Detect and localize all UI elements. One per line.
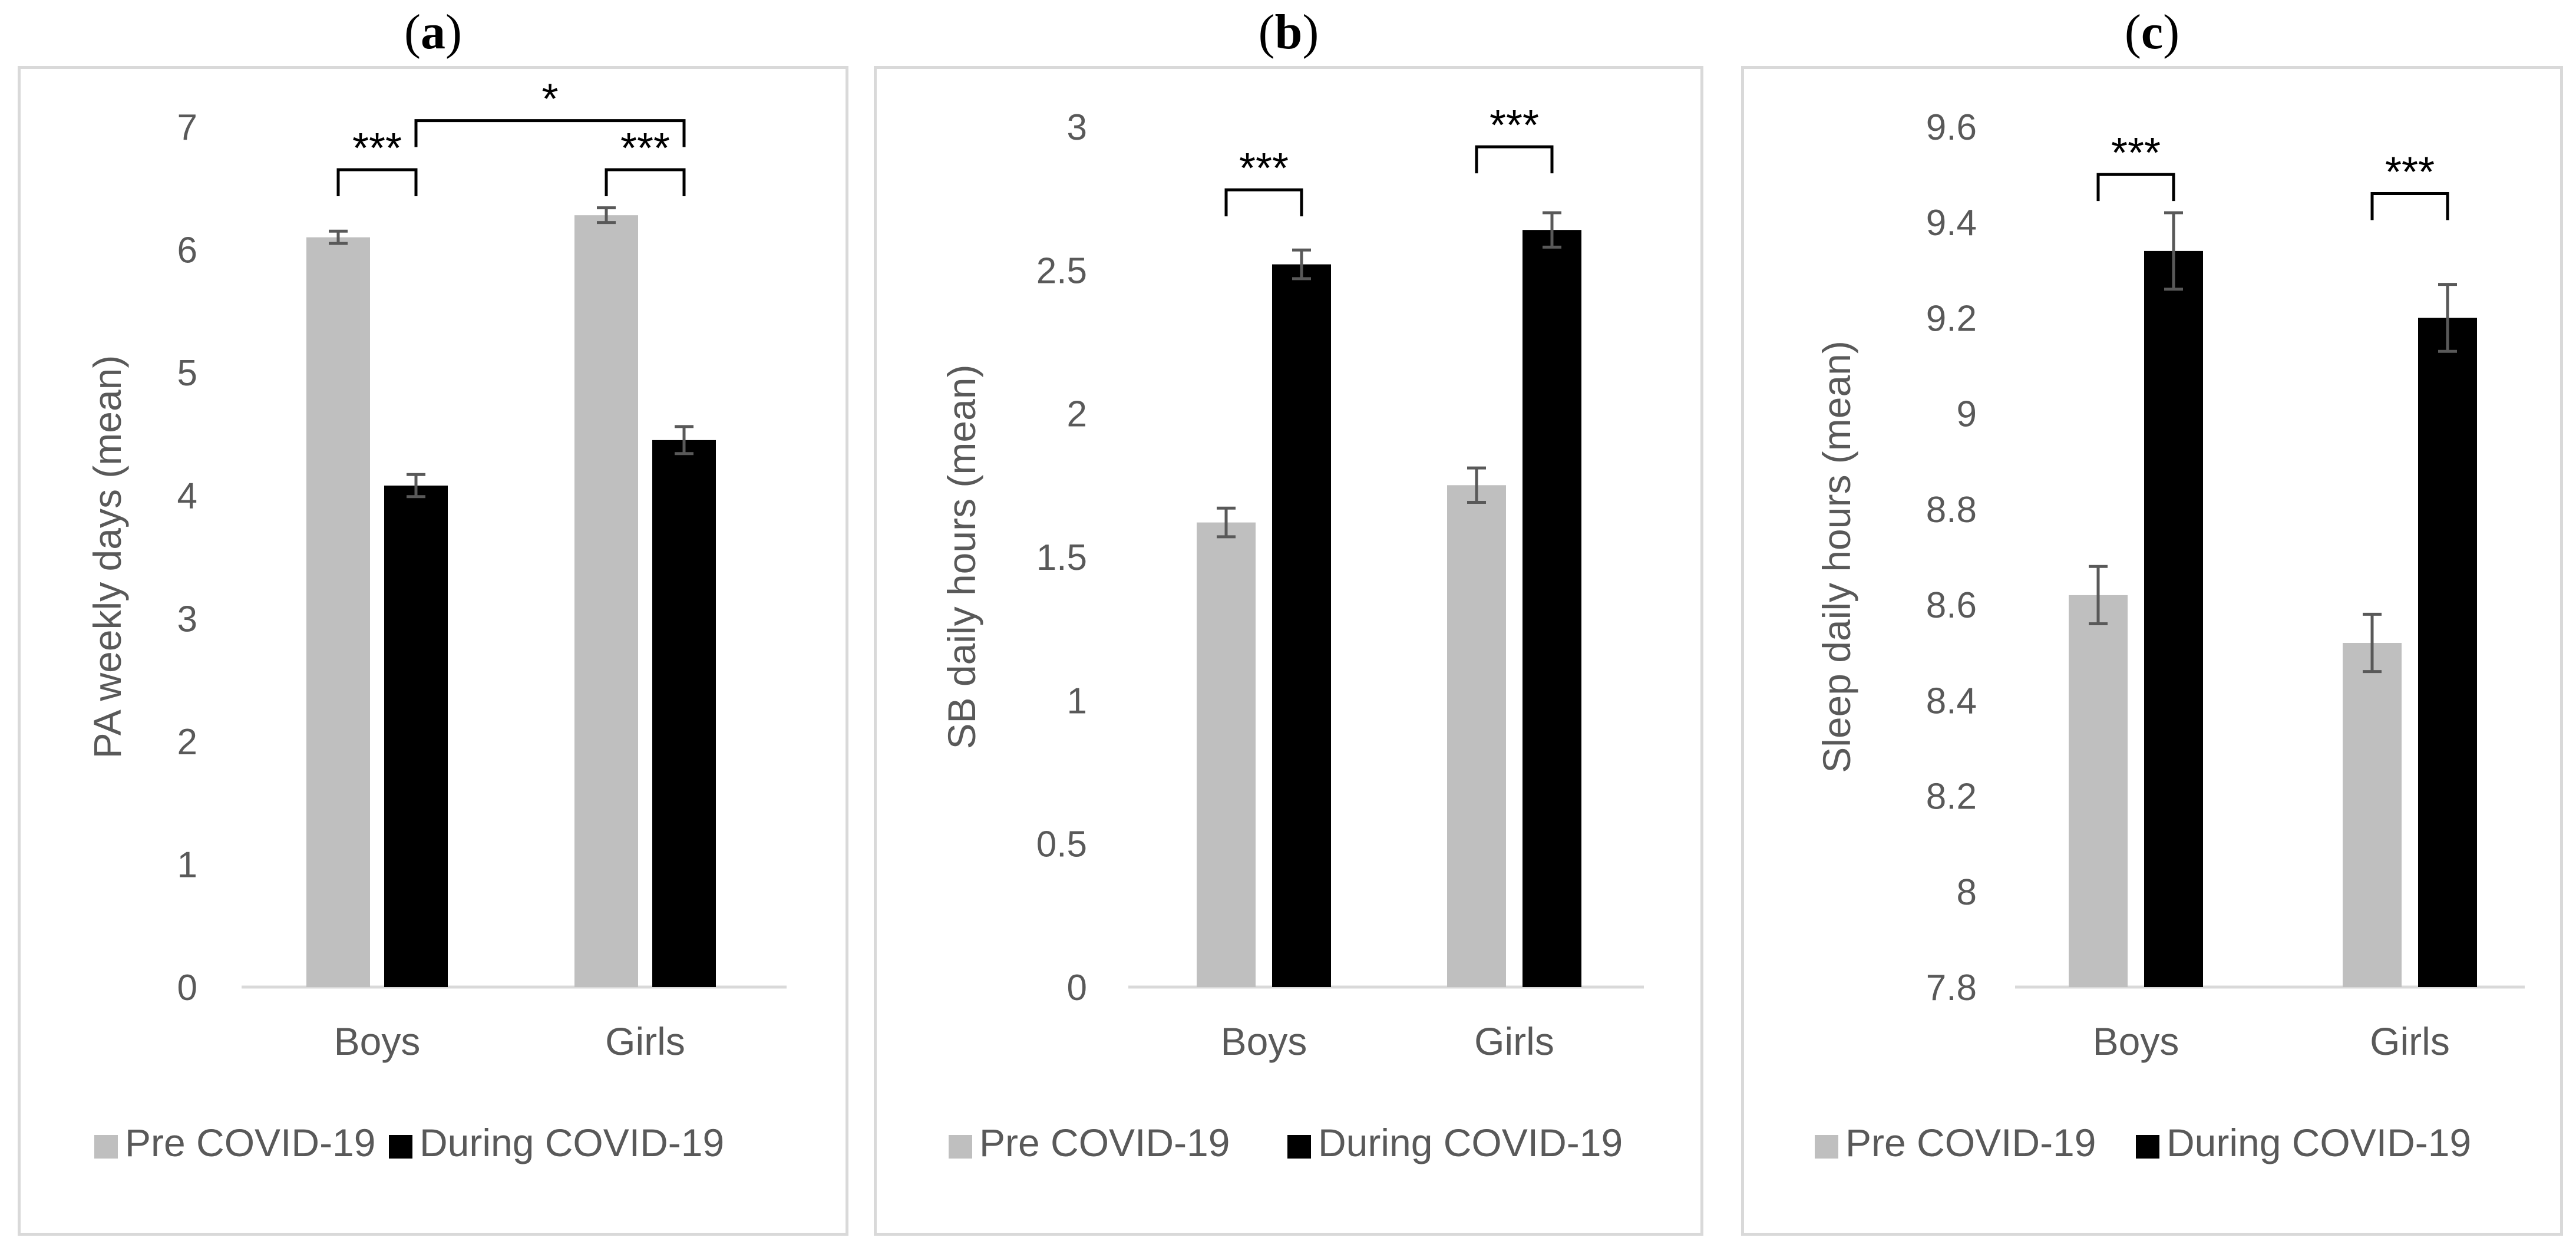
y-tick-label: 0.5	[1036, 824, 1087, 865]
y-axis-label: Sleep daily hours (mean)	[1815, 341, 1858, 773]
y-tick-label: 8.4	[1926, 681, 1977, 721]
y-tick-label: 3	[177, 599, 197, 639]
y-tick-label: 6	[177, 230, 197, 271]
y-tick-label: 9.2	[1926, 298, 1977, 339]
y-tick-label: 9	[1957, 394, 1977, 435]
y-tick-label: 5	[177, 353, 197, 394]
x-category-label: Girls	[2370, 1019, 2450, 1063]
legend-entry: Pre COVID-19	[979, 1121, 1230, 1164]
bar-during-boys	[1272, 264, 1331, 988]
legend-swatch	[94, 1135, 118, 1159]
x-category-label: Girls	[1474, 1019, 1554, 1063]
y-tick-label: 4	[177, 476, 197, 517]
legend-entry: Pre COVID-19	[125, 1121, 375, 1164]
significance-bracket	[2096, 173, 2175, 202]
y-tick-label: 8.2	[1926, 777, 1977, 817]
x-category-label: Girls	[605, 1019, 685, 1063]
y-axis-label: PA weekly days (mean)	[85, 355, 129, 759]
bar-pre-girls	[1447, 485, 1506, 987]
y-tick-label: 8.6	[1926, 585, 1977, 626]
significance-bracket	[2370, 192, 2449, 220]
bar-during-girls	[1523, 230, 1581, 988]
bar-pre-girls	[574, 215, 638, 988]
panel-label-a: (a)	[404, 5, 462, 60]
y-tick-label: 9.6	[1926, 107, 1977, 148]
y-tick-label: 2	[1067, 394, 1087, 435]
legend-entry: During COVID-19	[2167, 1121, 2471, 1164]
significance-bracket	[336, 168, 418, 196]
y-tick-label: 0	[177, 968, 197, 1008]
legend-entry: During COVID-19	[1318, 1121, 1623, 1164]
y-tick-label: 8.8	[1926, 490, 1977, 530]
y-tick-label: 3	[1067, 107, 1087, 148]
bar-pre-girls	[2343, 643, 2402, 987]
significance-stars: ***	[2385, 149, 2435, 196]
x-category-label: Boys	[1221, 1019, 1307, 1063]
significance-stars: ***	[1490, 102, 1539, 149]
y-tick-label: 2	[177, 722, 197, 763]
y-tick-label: 1	[1067, 681, 1087, 721]
bar-during-girls	[2418, 318, 2477, 987]
y-tick-label: 2.5	[1036, 250, 1087, 291]
y-tick-label: 0	[1067, 968, 1087, 1008]
significance-stars: ***	[352, 125, 402, 172]
bar-during-boys	[384, 486, 448, 987]
significance-bracket	[605, 168, 686, 196]
legend-swatch	[2136, 1135, 2159, 1159]
legend-swatch	[1815, 1135, 1838, 1159]
y-tick-label: 7	[177, 107, 197, 148]
significance-stars: *	[541, 76, 558, 123]
legend-entry: During COVID-19	[420, 1121, 724, 1164]
bar-pre-boys	[1197, 522, 1256, 987]
significance-bracket	[1224, 188, 1303, 217]
y-tick-label: 8	[1957, 872, 1977, 913]
chart-b: 0 0.5 1 1.5 2 2.5 3 SB daily hours (mean) Boys Gi…	[940, 102, 1644, 1164]
x-category-label: Boys	[334, 1019, 421, 1063]
y-tick-label: 9.4	[1926, 203, 1977, 243]
y-axis-label: SB daily hours (mean)	[940, 365, 983, 750]
significance-stars: ***	[1239, 145, 1289, 192]
y-tick-label: 1	[177, 844, 197, 885]
x-category-label: Boys	[2093, 1019, 2179, 1063]
panel-label-b: (b)	[1258, 5, 1319, 60]
bar-pre-boys	[2069, 595, 2128, 987]
y-tick-label: 7.8	[1926, 968, 1977, 1008]
significance-stars: ***	[620, 125, 670, 172]
significance-bracket	[414, 119, 686, 147]
bar-during-boys	[2144, 250, 2203, 987]
legend-entry: Pre COVID-19	[1845, 1121, 2096, 1164]
bar-during-girls	[652, 440, 716, 987]
bar-pre-boys	[306, 237, 370, 987]
panel-label-c: (c)	[2124, 5, 2180, 60]
legend-swatch	[1287, 1135, 1311, 1159]
significance-stars: ***	[2111, 130, 2161, 177]
legend-swatch	[949, 1135, 972, 1159]
significance-bracket	[1475, 145, 1554, 174]
chart-c: 7.8 8 8.2 8.4 8.6 8.8 9 9.2 9.4 9.6 Sleep daily ho…	[1815, 107, 2525, 1164]
legend-swatch	[389, 1135, 412, 1159]
y-tick-label: 1.5	[1036, 537, 1087, 578]
